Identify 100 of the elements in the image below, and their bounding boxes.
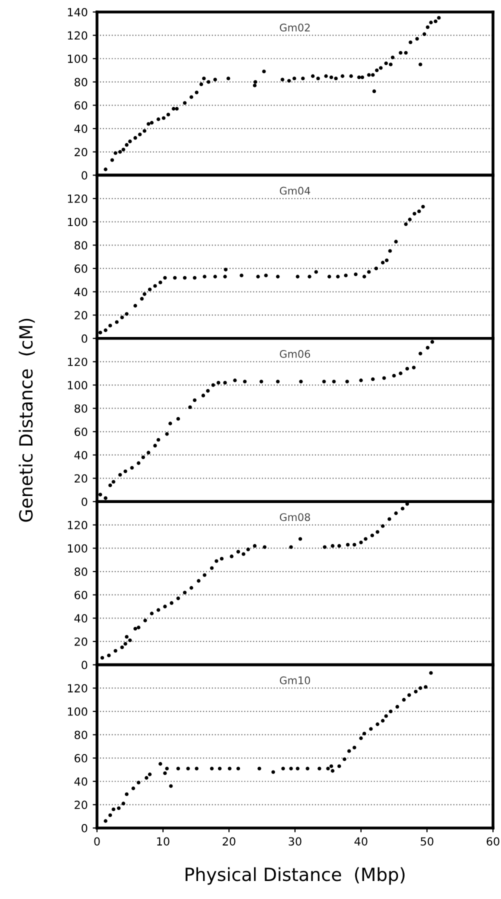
point <box>114 151 118 155</box>
point <box>143 618 148 622</box>
point <box>120 316 124 320</box>
y-tick-label: 60 <box>74 754 88 762</box>
y-axis-title: Genetic Distance (cM) <box>18 318 35 522</box>
point <box>301 76 305 80</box>
point <box>165 766 169 770</box>
point <box>172 106 176 111</box>
point <box>213 274 217 278</box>
point <box>369 727 373 731</box>
point <box>258 766 262 770</box>
point <box>349 74 353 78</box>
point <box>100 656 104 660</box>
point <box>364 537 368 541</box>
point <box>434 19 438 24</box>
point <box>158 762 162 766</box>
point <box>118 150 122 154</box>
point <box>382 376 386 380</box>
point <box>390 56 395 60</box>
point <box>242 552 246 556</box>
point <box>186 766 190 770</box>
point <box>104 328 108 332</box>
y-tick-label: 40 <box>74 124 88 133</box>
point <box>252 544 257 548</box>
point <box>332 380 336 384</box>
point <box>292 76 296 80</box>
point <box>124 642 128 646</box>
point <box>296 766 300 770</box>
y-tick-label: 20 <box>74 800 88 810</box>
point <box>287 78 291 83</box>
x-tick-label: 40 <box>354 837 368 846</box>
point <box>110 158 114 162</box>
y-tick-label: 80 <box>74 241 88 250</box>
point <box>430 340 434 344</box>
y-tick-label: 60 <box>74 264 88 273</box>
point <box>192 276 197 280</box>
point <box>146 450 150 454</box>
point <box>370 534 374 538</box>
x-tick-label: 0 <box>94 837 100 846</box>
point <box>400 506 404 510</box>
point <box>329 75 334 80</box>
point <box>243 380 247 384</box>
point <box>133 136 138 140</box>
point <box>362 732 366 736</box>
point <box>262 545 266 549</box>
point <box>122 148 126 152</box>
point <box>359 378 363 382</box>
point <box>196 579 200 583</box>
point <box>394 240 398 244</box>
point <box>163 604 167 608</box>
point <box>354 272 358 276</box>
point <box>429 671 433 675</box>
y-tick-label: 60 <box>74 428 88 436</box>
point <box>380 524 385 528</box>
point <box>233 378 237 382</box>
point <box>426 346 430 350</box>
point <box>153 284 157 288</box>
point <box>107 654 111 658</box>
point <box>246 548 250 552</box>
point <box>408 218 412 222</box>
point <box>124 312 129 316</box>
point <box>130 466 134 470</box>
point <box>415 36 419 41</box>
point <box>299 380 303 384</box>
point <box>226 76 230 80</box>
point <box>405 366 410 371</box>
point <box>114 320 119 324</box>
point <box>347 749 351 753</box>
point <box>316 76 320 80</box>
point <box>388 710 393 714</box>
point <box>218 766 222 770</box>
point <box>118 472 122 477</box>
point <box>398 372 402 376</box>
point <box>150 120 154 125</box>
point <box>104 168 108 172</box>
point <box>371 377 375 382</box>
point <box>289 766 293 770</box>
point <box>202 274 206 278</box>
point <box>136 461 140 465</box>
point <box>223 380 227 385</box>
y-tick-label: 60 <box>74 590 88 600</box>
point <box>156 608 160 612</box>
point <box>165 432 169 436</box>
point <box>345 380 349 384</box>
point <box>153 444 157 448</box>
point <box>306 766 310 770</box>
point <box>388 249 392 253</box>
point <box>136 626 140 630</box>
y-tick-label: 80 <box>74 404 88 413</box>
point <box>374 266 378 270</box>
text: Gm06 <box>280 350 310 358</box>
point <box>223 274 227 278</box>
point <box>170 601 174 605</box>
point <box>421 204 425 209</box>
point <box>224 268 228 272</box>
point <box>194 90 198 94</box>
point <box>337 764 342 768</box>
point <box>136 780 140 784</box>
point <box>376 722 380 726</box>
point <box>342 757 346 762</box>
